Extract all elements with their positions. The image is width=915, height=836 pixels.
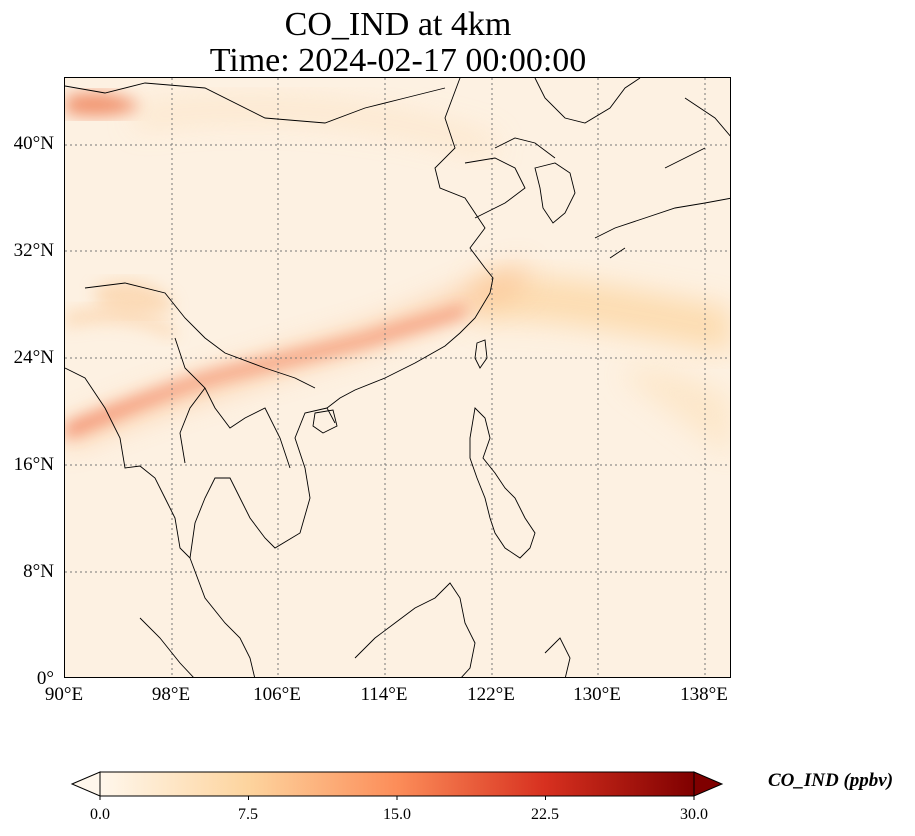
plume-nw-hotspot bbox=[65, 92, 140, 117]
lat-tick-40n: 40°N bbox=[13, 133, 54, 154]
plume-east-band bbox=[475, 275, 730, 353]
lon-tick-98e: 98°E bbox=[151, 684, 191, 705]
colorbar bbox=[70, 771, 724, 800]
lat-tick-16n: 16°N bbox=[13, 454, 54, 475]
colorbar-tick-22-5: 22.5 bbox=[531, 806, 559, 823]
plume-tibet-patch bbox=[95, 280, 175, 315]
korea-coastline bbox=[534, 162, 576, 224]
plume-main-band-core bbox=[65, 306, 465, 438]
colorbar-tick-0: 0.0 bbox=[90, 806, 110, 823]
colorbar-extend-min bbox=[70, 771, 101, 797]
colorbar-tick-7-5: 7.5 bbox=[238, 806, 258, 823]
indochina-coastline bbox=[189, 407, 328, 677]
colorbar-tick-15: 15.0 bbox=[383, 806, 411, 823]
coastlines bbox=[65, 78, 730, 677]
china-coastline bbox=[326, 78, 494, 424]
lon-tick-138e: 138°E bbox=[680, 684, 728, 705]
japan-coastline bbox=[594, 97, 730, 259]
colorbar-extend-max bbox=[693, 771, 724, 797]
plume-north-band bbox=[135, 99, 495, 158]
colorbar-gradient bbox=[99, 771, 695, 797]
map-canvas bbox=[65, 78, 730, 677]
lon-tick-130e: 130°E bbox=[573, 684, 621, 705]
colorbar-label: CO_IND (ppbv) bbox=[768, 770, 894, 791]
lat-tick-0: 0° bbox=[36, 668, 54, 689]
lon-tick-106e: 106°E bbox=[253, 684, 301, 705]
lat-tick-32n: 32°N bbox=[13, 240, 54, 261]
lat-tick-24n: 24°N bbox=[13, 347, 54, 368]
co-concentration-field bbox=[65, 92, 730, 457]
lon-tick-122e: 122°E bbox=[467, 684, 515, 705]
lon-tick-114e: 114°E bbox=[360, 684, 408, 705]
borneo-coastline bbox=[354, 582, 476, 677]
philippines-coastline bbox=[469, 407, 536, 559]
lat-tick-8n: 8°N bbox=[23, 561, 54, 582]
map-panel[interactable] bbox=[64, 77, 731, 678]
plume-east-lower bbox=[625, 368, 730, 457]
plume-myanmar-band bbox=[65, 308, 175, 340]
colorbar-tick-30: 30.0 bbox=[680, 806, 708, 823]
map-subtitle-time: Time: 2024-02-17 00:00:00 bbox=[209, 42, 587, 79]
lon-tick-90e: 90°E bbox=[44, 684, 84, 705]
hainan-coastline bbox=[312, 409, 338, 434]
map-title: CO_IND at 4km bbox=[284, 6, 512, 43]
taiwan-coastline bbox=[474, 339, 488, 369]
